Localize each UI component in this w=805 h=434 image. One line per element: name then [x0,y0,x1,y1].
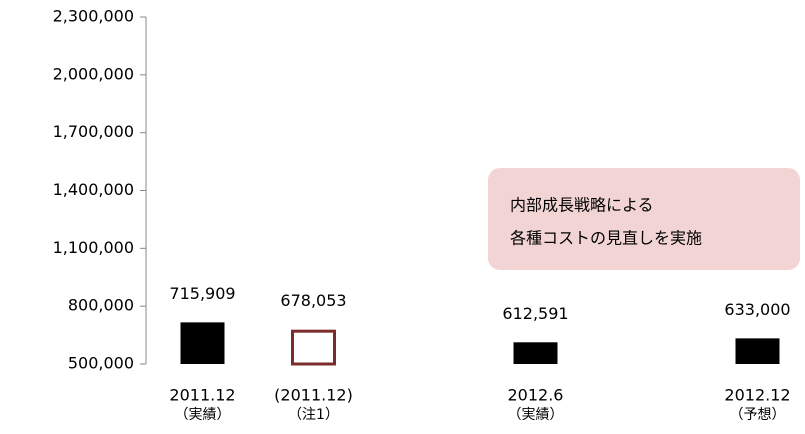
annotation-text: 各種コストの見直しを実施 [510,229,702,248]
y-tick-label: 1,400,000 [53,180,134,199]
y-tick-label: 2,300,000 [53,7,134,26]
x-tick-label: 2012.6 [508,386,564,405]
y-tick-label: 1,700,000 [53,122,134,141]
x-tick-note: （注1） [288,407,339,423]
bar [735,338,780,364]
x-tick-label: (2011.12) [274,386,353,405]
bar [513,342,558,364]
y-tick-label: 2,000,000 [53,64,134,83]
bar [291,329,336,366]
x-tick-label: 2012.12 [724,386,790,405]
x-tick-note: （実績） [175,407,231,423]
value-label: 715,909 [169,284,235,303]
value-label: 678,053 [280,291,346,310]
bar [180,322,225,364]
value-label: 633,000 [724,300,790,319]
x-tick-note: （実績） [508,407,564,423]
value-label: 612,591 [502,304,568,323]
x-tick-note: （予想） [730,407,786,423]
y-tick-label: 500,000 [68,354,134,373]
x-tick-label: 2011.12 [169,386,235,405]
y-tick-label: 1,100,000 [53,238,134,257]
y-tick-label: 800,000 [68,296,134,315]
annotation-box [488,168,800,270]
annotation-text: 内部成長戦略による [510,196,654,215]
